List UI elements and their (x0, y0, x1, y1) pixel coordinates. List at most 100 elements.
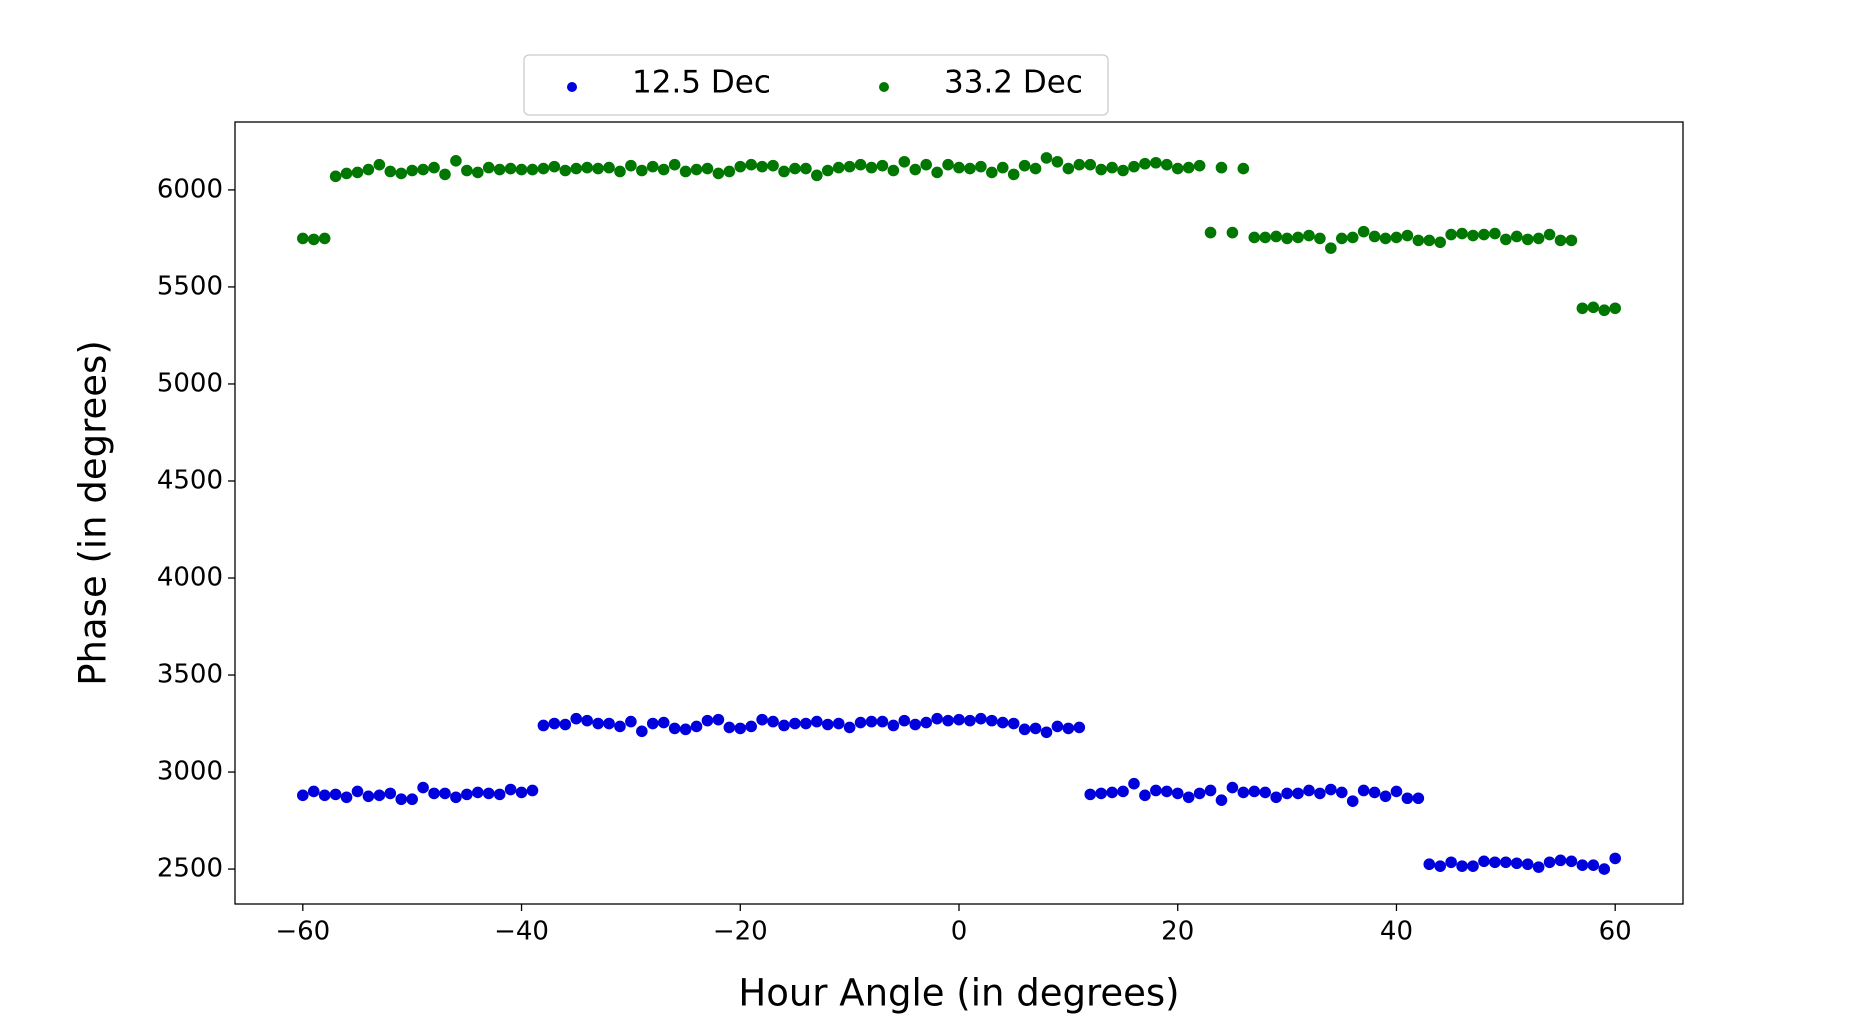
data-point (636, 164, 648, 177)
data-point (865, 715, 878, 728)
data-point (603, 717, 615, 730)
data-point (1237, 162, 1250, 175)
data-point (898, 155, 911, 168)
data-point (1500, 856, 1512, 869)
data-point (1270, 230, 1282, 243)
data-point (1051, 155, 1064, 168)
data-point (1532, 861, 1545, 873)
data-point (996, 716, 1009, 729)
data-point (450, 155, 462, 167)
data-point (920, 158, 932, 171)
data-point (821, 164, 834, 177)
data-point (1423, 234, 1436, 247)
data-point (909, 718, 922, 731)
data-point (1171, 162, 1184, 175)
data-point (942, 714, 954, 727)
data-point (1500, 233, 1512, 246)
data-point (548, 160, 561, 173)
data-point (450, 791, 462, 804)
data-point (482, 787, 495, 800)
data-point (778, 719, 790, 732)
data-point (865, 161, 878, 174)
data-point (351, 166, 364, 179)
data-point (843, 721, 856, 734)
data-point (1193, 787, 1206, 800)
data-point (428, 161, 440, 174)
data-point (603, 161, 615, 174)
data-point (1106, 786, 1118, 799)
data-point (1160, 158, 1173, 171)
data-point (1554, 234, 1567, 247)
data-point (909, 163, 922, 176)
data-point (395, 793, 408, 806)
data-point (1062, 162, 1075, 175)
data-point (1478, 855, 1490, 868)
data-point (953, 713, 965, 726)
data-point (811, 715, 823, 728)
data-point (297, 232, 309, 245)
data-point (1139, 789, 1151, 802)
data-point (1368, 786, 1381, 799)
data-point (1106, 161, 1118, 174)
y-tick-label: 3000 (157, 757, 223, 787)
data-point (504, 783, 517, 796)
x-tick-label: −20 (713, 917, 768, 947)
data-point (854, 716, 867, 729)
data-point (493, 163, 506, 176)
data-point (362, 790, 375, 803)
data-point (1029, 162, 1042, 175)
data-point (340, 791, 353, 804)
data-point (1095, 163, 1107, 176)
data-point (745, 720, 758, 733)
x-axis-label: Hour Angle (in degrees) (738, 972, 1179, 1015)
data-point (800, 717, 812, 730)
data-point (351, 785, 364, 798)
data-point (996, 161, 1009, 174)
data-point (1390, 231, 1403, 244)
data-point (1303, 784, 1315, 797)
data-point (1182, 791, 1195, 804)
data-point (1073, 721, 1086, 734)
data-point (581, 714, 593, 727)
data-point (406, 164, 418, 177)
data-point (1401, 229, 1414, 242)
data-point (1259, 231, 1272, 244)
data-point (712, 713, 725, 726)
data-point (1587, 859, 1600, 871)
data-point (395, 167, 408, 180)
data-point (471, 166, 484, 179)
data-point (1226, 781, 1239, 794)
data-point (723, 165, 736, 178)
data-point (1434, 860, 1447, 872)
data-point (701, 162, 714, 175)
data-point (832, 161, 845, 174)
data-point (570, 162, 583, 175)
data-point (1062, 722, 1075, 735)
data-point (1237, 786, 1250, 799)
data-point (384, 165, 397, 178)
data-point (1204, 226, 1217, 239)
data-point (1335, 786, 1348, 799)
data-point (843, 160, 856, 173)
data-point (1412, 234, 1425, 247)
data-point (1171, 787, 1184, 800)
data-point (1303, 229, 1315, 242)
data-point (953, 161, 965, 174)
legend-label: 33.2 Dec (944, 65, 1083, 101)
data-point (559, 164, 572, 177)
data-point (811, 169, 823, 182)
data-point (482, 161, 495, 174)
data-point (1325, 783, 1337, 796)
data-point (1467, 860, 1479, 872)
data-point (1117, 164, 1129, 177)
legend-box (523, 54, 1109, 116)
data-point (1543, 856, 1556, 869)
plot-frame (234, 121, 1684, 905)
data-point (1510, 230, 1523, 243)
data-point (690, 163, 703, 176)
data-point (745, 158, 758, 171)
data-point (406, 793, 418, 806)
data-point (1226, 226, 1239, 239)
data-point (1325, 242, 1337, 254)
